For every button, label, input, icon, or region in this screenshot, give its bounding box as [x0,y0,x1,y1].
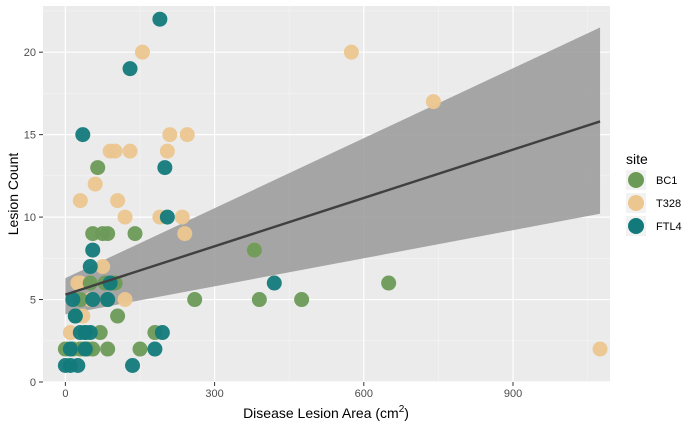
legend-title: site [626,151,648,167]
data-point-ftl4 [154,325,170,341]
data-point-t328 [177,226,193,242]
x-tick-label: 600 [355,388,373,400]
data-point-t328 [343,44,359,60]
data-point-ftl4 [67,308,83,324]
data-point-bc1 [187,292,203,308]
data-point-bc1 [294,292,310,308]
data-point-ftl4 [82,259,98,275]
x-axis-title-superscript: 2 [399,404,405,415]
data-point-ftl4 [75,127,91,143]
data-point-t328 [174,209,190,225]
y-tick-label: 0 [30,377,36,389]
data-point-bc1 [100,226,116,242]
data-point-t328 [122,143,138,159]
data-point-t328 [159,143,175,159]
legend-label-ftl4: FTL4 [656,221,682,233]
x-axis-title-main: Disease Lesion Area (cm [243,405,399,421]
data-point-ftl4 [159,209,175,225]
data-point-bc1 [132,341,148,357]
legend-entry-bc1: BC1 [626,170,677,190]
x-axis-ticks: 0 300 600 900 [62,382,522,400]
data-point-ftl4 [85,292,101,308]
data-point-t328 [162,127,178,143]
data-point-bc1 [100,341,116,357]
data-point-ftl4 [147,341,163,357]
data-point-t328 [72,193,88,209]
y-tick-label: 10 [24,212,36,224]
data-point-ftl4 [62,341,78,357]
x-tick-label: 0 [62,388,68,400]
y-tick-label: 15 [24,130,36,142]
data-point-t328 [117,292,133,308]
y-tick-label: 5 [30,295,36,307]
legend-label-bc1: BC1 [656,175,677,187]
data-point-bc1 [381,275,397,291]
data-point-t328 [117,209,133,225]
data-point-ftl4 [125,358,141,374]
x-axis-title: Disease Lesion Area (cm2) [243,404,409,421]
data-point-bc1 [90,160,106,176]
data-point-bc1 [251,292,267,308]
data-point-ftl4 [157,160,173,176]
data-point-t328 [87,176,103,192]
data-point-bc1 [246,242,262,258]
data-point-ftl4 [266,275,282,291]
confidence-band-layer [65,27,601,315]
data-point-t328 [134,44,150,60]
data-point-t328 [102,143,118,159]
data-point-ftl4 [77,341,93,357]
data-point-ftl4 [65,292,81,308]
legend: site BC1 T328 FTL4 [626,151,682,236]
data-point-t328 [110,193,126,209]
data-point-t328 [179,127,195,143]
x-axis-title-suffix: ) [404,405,409,421]
data-point-ftl4 [70,358,86,374]
x-tick-label: 300 [205,388,223,400]
data-point-bc1 [127,226,143,242]
data-point-t328 [95,259,111,275]
data-point-ftl4 [122,61,138,77]
trend-line-layer [65,120,601,296]
legend-swatch-bc1 [628,172,644,188]
y-axis-title: Lesion Count [5,153,21,236]
data-point-ftl4 [152,11,168,27]
y-axis-ticks: 0 5 10 15 20 [24,47,43,389]
data-point-bc1 [110,308,126,324]
legend-swatch-ftl4 [628,218,644,234]
points-layer [57,11,608,374]
legend-swatch-t328 [628,195,644,211]
data-point-ftl4 [82,325,98,341]
confidence-band [65,27,601,315]
trend-line [65,120,601,296]
data-point-t328 [592,341,608,357]
legend-label-t328: T328 [656,198,681,210]
y-tick-label: 20 [24,47,36,59]
legend-entry-t328: T328 [626,193,681,213]
data-point-ftl4 [85,242,101,258]
data-point-ftl4 [100,292,116,308]
x-tick-label: 900 [504,388,522,400]
data-point-t328 [425,94,441,110]
legend-entry-ftl4: FTL4 [626,216,682,236]
